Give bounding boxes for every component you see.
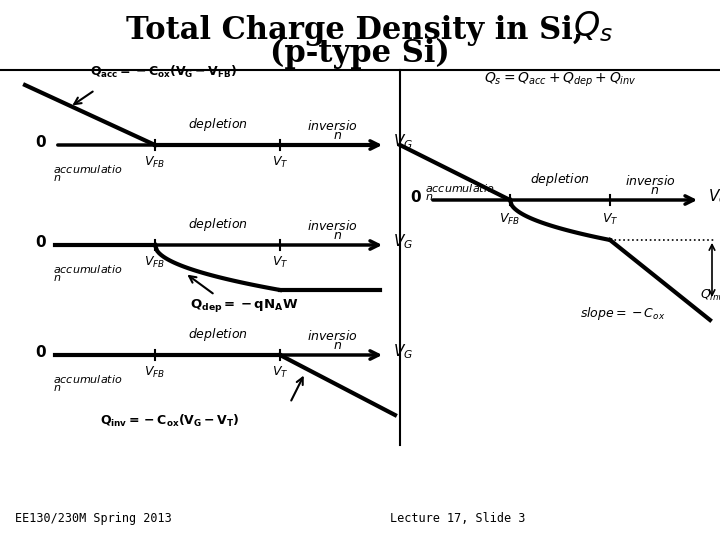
Text: $\it{V_{G}}$: $\it{V_{G}}$ (393, 343, 413, 361)
Text: $\it{n}$: $\it{n}$ (650, 184, 660, 197)
Text: $\mathit{Q_s}$: $\mathit{Q_s}$ (573, 10, 613, 44)
Text: $\it{accumulatio}$: $\it{accumulatio}$ (53, 163, 122, 175)
Text: $\mathbf{0}$: $\mathbf{0}$ (35, 134, 47, 150)
Text: $\mathbf{Q_{inv}=-C_{ox}(V_G-V_T)}$: $\mathbf{Q_{inv}=-C_{ox}(V_G-V_T)}$ (100, 413, 239, 429)
Text: $V_{T}$: $V_{T}$ (271, 365, 288, 380)
Text: $\it{n}$: $\it{n}$ (333, 229, 342, 242)
Text: $\mathit{Q_{inv}}$: $\mathit{Q_{inv}}$ (700, 287, 720, 302)
Text: $\it{n}$: $\it{n}$ (53, 173, 61, 183)
Text: $V_{FB}$: $V_{FB}$ (145, 255, 166, 270)
Text: $\it{inversio}$: $\it{inversio}$ (307, 119, 358, 133)
Text: $\it{n}$: $\it{n}$ (53, 383, 61, 393)
Text: $\it{inversio}$: $\it{inversio}$ (625, 174, 675, 188)
Text: $\it{V_{G}}$: $\it{V_{G}}$ (393, 133, 413, 151)
Text: $\mathbf{0}$: $\mathbf{0}$ (410, 189, 422, 205)
Text: (p-type Si): (p-type Si) (270, 37, 450, 69)
Text: $\it{V_{G}}$: $\it{V_{G}}$ (708, 187, 720, 206)
Text: Total Charge Density in Si,: Total Charge Density in Si, (126, 15, 594, 45)
Text: $\it{depletion}$: $\it{depletion}$ (188, 216, 248, 233)
Text: $V_{FB}$: $V_{FB}$ (500, 212, 521, 227)
Text: $\mathbf{Q_{dep}=-qN_AW}$: $\mathbf{Q_{dep}=-qN_AW}$ (190, 297, 298, 314)
Text: $V_{FB}$: $V_{FB}$ (145, 365, 166, 380)
Text: $\it{inversio}$: $\it{inversio}$ (307, 219, 358, 233)
Text: $\mathbf{0}$: $\mathbf{0}$ (35, 344, 47, 360)
Text: $\it{n}$: $\it{n}$ (425, 192, 433, 202)
Text: $\it{V_{G}}$: $\it{V_{G}}$ (393, 233, 413, 251)
Text: $\it{n}$: $\it{n}$ (333, 129, 342, 142)
Text: $V_{FB}$: $V_{FB}$ (145, 155, 166, 170)
Text: $\it{accumulatio}$: $\it{accumulatio}$ (425, 182, 495, 194)
Text: $\it{n}$: $\it{n}$ (333, 339, 342, 352)
Text: $\it{accumulatio}$: $\it{accumulatio}$ (53, 373, 122, 385)
Text: $\it{depletion}$: $\it{depletion}$ (188, 116, 248, 133)
Text: Lecture 17, Slide 3: Lecture 17, Slide 3 (390, 512, 526, 525)
Text: $V_{T}$: $V_{T}$ (271, 155, 288, 170)
Text: $\mathit{Q_s = Q_{acc} + Q_{dep} + Q_{inv}}$: $\mathit{Q_s = Q_{acc} + Q_{dep} + Q_{in… (484, 71, 636, 89)
Text: $\mathbf{0}$: $\mathbf{0}$ (35, 234, 47, 250)
Text: $\it{n}$: $\it{n}$ (53, 273, 61, 283)
Text: $slope = -C_{ox}$: $slope = -C_{ox}$ (580, 305, 665, 322)
Text: $V_{T}$: $V_{T}$ (602, 212, 618, 227)
Text: EE130/230M Spring 2013: EE130/230M Spring 2013 (15, 512, 172, 525)
Text: $\mathbf{Q_{acc}=-C_{ox}(V_G-V_{FB})}$: $\mathbf{Q_{acc}=-C_{ox}(V_G-V_{FB})}$ (90, 64, 238, 80)
Text: $V_{T}$: $V_{T}$ (271, 255, 288, 270)
Text: $\it{depletion}$: $\it{depletion}$ (188, 326, 248, 343)
Text: $\it{accumulatio}$: $\it{accumulatio}$ (53, 263, 122, 275)
Text: $\it{inversio}$: $\it{inversio}$ (307, 329, 358, 343)
Text: $\it{depletion}$: $\it{depletion}$ (530, 171, 590, 188)
